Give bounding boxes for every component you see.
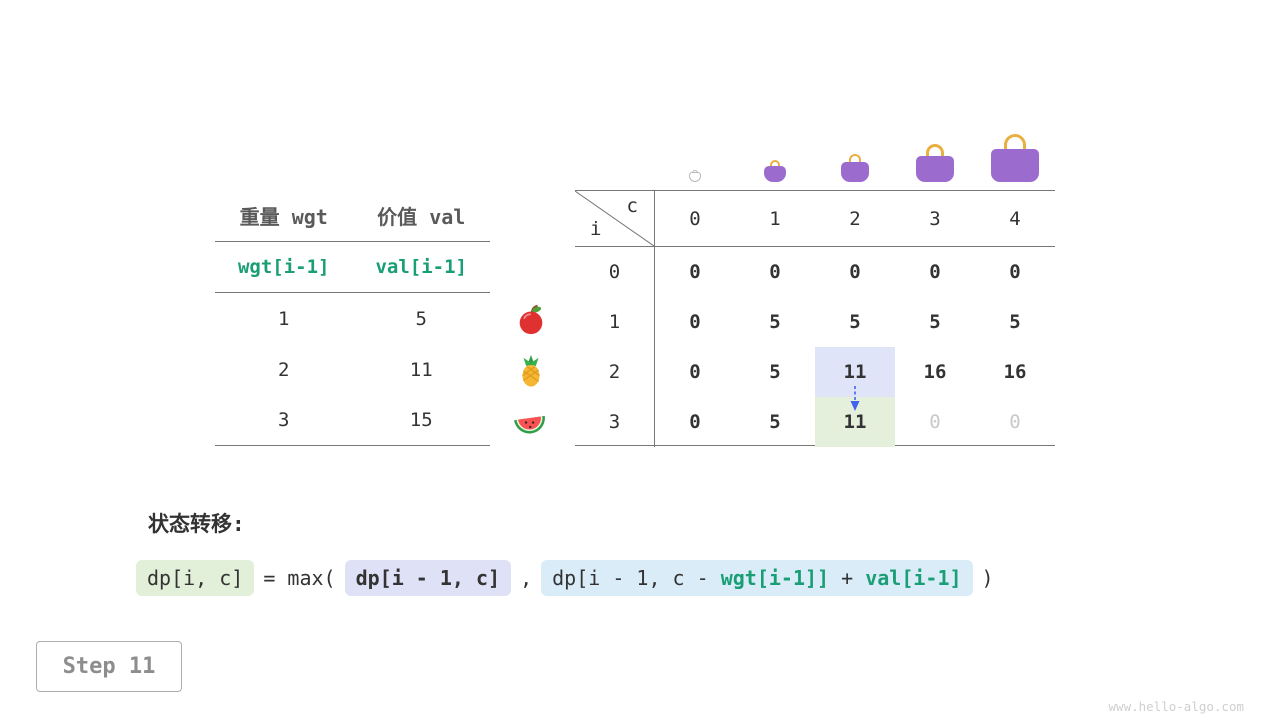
transition-arrow-icon	[850, 386, 860, 411]
item-value: 15	[409, 409, 433, 431]
bag-capacity-1-icon	[764, 160, 786, 182]
items-table: 重量 wgt 价值 val wgt[i-1] val[i-1] 1 5 2 11…	[215, 190, 490, 446]
bag-body	[916, 155, 954, 182]
formula-operator: = max(	[263, 566, 336, 590]
dp-row-header: 1	[575, 297, 655, 347]
formula-arg2: dp[i - 1, c - wgt[i-1]] + val[i-1]	[541, 560, 973, 596]
formula-arg1-selected: dp[i - 1, c]	[344, 560, 512, 596]
dp-cell: 16	[923, 361, 947, 383]
dp-corner-cell: c i	[575, 191, 655, 247]
site-watermark: www.hello-algo.com	[1108, 699, 1244, 714]
dp-cell: 16	[1003, 361, 1027, 383]
formula-arg2-part: +	[829, 566, 866, 590]
dp-cell: 5	[849, 311, 861, 333]
item-axis-label: i	[590, 218, 602, 240]
capacity-axis-label: c	[626, 195, 638, 217]
formula-arg2-part-wgt: wgt[i-1]]	[720, 566, 830, 590]
weight-var-label: wgt[i-1]	[237, 256, 330, 278]
dp-cell-uncomputed: 0	[929, 411, 941, 433]
value-var-label: val[i-1]	[375, 256, 467, 278]
dp-cell: 5	[769, 361, 781, 383]
dp-cell-uncomputed: 0	[1009, 411, 1021, 433]
items-table-var-row: wgt[i-1] val[i-1]	[215, 242, 490, 293]
step-indicator: Step 11	[36, 641, 182, 692]
bag-handle	[692, 170, 698, 175]
bag-handle	[926, 144, 944, 158]
dp-cell: 5	[769, 311, 781, 333]
item-row: 3 15	[215, 395, 490, 446]
bag-capacity-3-icon	[916, 144, 954, 182]
bag-body	[991, 149, 1039, 182]
transition-formula: dp[i, c] = max( dp[i - 1, c] , dp[i - 1,…	[136, 560, 994, 596]
dp-col-header: 2	[815, 191, 895, 247]
step-label: Step 11	[62, 654, 156, 679]
dp-cell: 5	[769, 411, 781, 433]
formula-close-paren: )	[981, 566, 994, 590]
bag-capacity-0-icon	[689, 170, 701, 182]
item-weight: 3	[278, 409, 290, 431]
formula-arg2-part: dp[i - 1, c -	[552, 566, 721, 590]
item-row: 1 5	[215, 293, 490, 344]
items-table-header-row: 重量 wgt 价值 val	[215, 190, 490, 242]
dp-cell: 5	[1009, 311, 1021, 333]
dp-row-header: 3	[575, 397, 655, 447]
item-row: 2 11	[215, 344, 490, 395]
dp-row-header: 2	[575, 347, 655, 397]
pineapple-icon	[514, 354, 548, 388]
dp-cell: 0	[849, 261, 861, 283]
bag-capacity-4-icon	[991, 134, 1039, 182]
formula-lhs: dp[i, c]	[136, 560, 255, 596]
bag-handle	[1003, 134, 1027, 152]
bag-body	[764, 165, 786, 182]
dp-cell: 0	[689, 311, 701, 333]
dp-cell: 0	[769, 261, 781, 283]
dp-cell: 0	[689, 411, 701, 433]
value-column-header: 价值 val	[377, 205, 466, 229]
item-value: 11	[409, 358, 433, 381]
state-transition-label: 状态转移:	[148, 512, 245, 536]
weight-column-header: 重量 wgt	[239, 205, 328, 229]
dp-cell: 0	[689, 361, 701, 383]
bag-handle	[848, 154, 862, 165]
formula-separator: ,	[520, 566, 533, 590]
dp-cell: 0	[929, 261, 941, 283]
bag-capacity-2-icon	[841, 154, 869, 182]
item-weight: 2	[278, 358, 290, 381]
dp-cell: 0	[1009, 261, 1021, 283]
dp-col-header: 1	[735, 191, 815, 247]
apple-icon	[514, 303, 548, 337]
dp-cell-source-highlight: 11	[815, 347, 895, 397]
bag-handle	[769, 160, 781, 168]
corner-diagonal-line	[575, 191, 654, 246]
dp-cell: 0	[689, 261, 701, 283]
dp-row-header: 0	[575, 247, 655, 297]
item-weight: 1	[278, 307, 290, 330]
dp-cell: 5	[929, 311, 941, 333]
dp-col-header: 3	[895, 191, 975, 247]
bag-body	[689, 172, 701, 182]
dp-col-header: 4	[975, 191, 1055, 247]
item-value: 5	[415, 307, 427, 330]
formula-arg2-part-val: val[i-1]	[865, 566, 962, 590]
dp-col-header: 0	[655, 191, 735, 247]
bag-body	[841, 162, 869, 182]
watermelon-icon	[512, 404, 546, 438]
dp-cell-current-highlight: 11	[815, 397, 895, 447]
dp-table: c i 0 1 2 3 4 0 0 0 0 0 0 1 0 5 5 5 5 2 …	[575, 190, 1055, 447]
